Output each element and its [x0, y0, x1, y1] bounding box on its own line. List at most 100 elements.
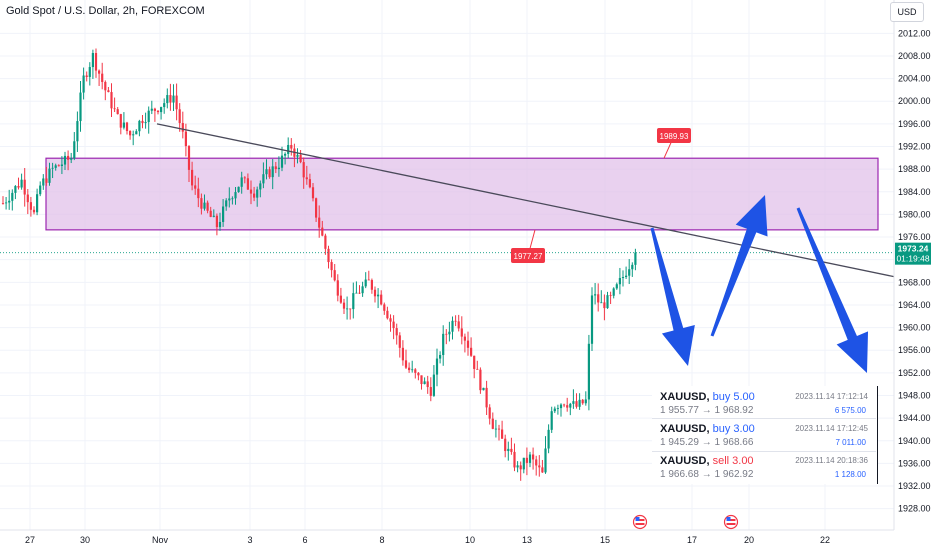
candle-body — [615, 284, 618, 289]
candle-body — [290, 144, 293, 149]
candle-body — [302, 162, 305, 178]
economic-events — [632, 514, 739, 530]
chart-title: Gold Spot / U.S. Dollar, 2h, FOREXCOM — [6, 5, 205, 17]
candle-body — [23, 179, 26, 195]
candle-body — [163, 103, 166, 108]
candle-body — [271, 166, 274, 178]
trade-symbol: XAUUSD, buy 3.00 — [660, 423, 755, 435]
candle-body — [463, 336, 466, 341]
price-tick-label: 1928.00 — [898, 504, 931, 514]
candle-body — [501, 429, 504, 439]
candle-body — [404, 360, 408, 368]
zone-rect — [45, 157, 879, 231]
zone-price-labels: 1989.93 1977.27 — [511, 128, 691, 263]
candle-body — [423, 381, 426, 385]
price-tick-label: 2004.00 — [898, 74, 931, 84]
projection-arrow — [796, 207, 869, 373]
flag-stripe — [635, 523, 645, 525]
candle-body — [98, 70, 101, 74]
candle-body — [218, 221, 222, 228]
candle-body — [42, 178, 45, 186]
trade-item[interactable]: XAUUSD, sell 3.00 1 966.68 → 1 962.92 20… — [652, 452, 876, 482]
candle-body — [110, 92, 113, 109]
divider — [652, 451, 876, 452]
trade-item[interactable]: XAUUSD, buy 5.00 1 955.77 → 1 968.92 202… — [652, 388, 876, 418]
candle-body — [181, 123, 184, 132]
price-tick-label: 2012.00 — [898, 28, 931, 38]
candle-body — [203, 202, 206, 209]
candle-body — [197, 188, 200, 199]
candle-body — [70, 158, 73, 160]
candle-body — [559, 404, 563, 409]
candle-body — [156, 110, 160, 113]
us-flag-icon — [632, 514, 648, 530]
bar-countdown-label: 01:19:48 — [896, 254, 929, 264]
candle-body — [621, 277, 625, 279]
candle-body — [522, 457, 525, 470]
candle-body — [67, 155, 70, 160]
candle-body — [60, 164, 63, 166]
candle-body — [175, 95, 178, 110]
candle-body — [240, 177, 243, 187]
candle-body — [336, 280, 339, 296]
candle-body — [265, 169, 268, 175]
candle-body — [448, 331, 451, 335]
price-tick-label: 1976.00 — [898, 232, 931, 242]
candle-body — [107, 90, 110, 93]
candle-body — [330, 262, 333, 271]
price-axis[interactable]: 1928.00 1932.00 1936.00 1940.00 1944.00 1948.… — [893, 0, 931, 530]
candle-body — [318, 217, 321, 228]
trade-symbol: XAUUSD, sell 3.00 — [660, 455, 754, 467]
candle-body — [85, 75, 88, 77]
candle-body — [262, 174, 265, 184]
trade-prices: 1 945.29 → 1 968.66 — [660, 437, 754, 448]
trendline — [156, 123, 895, 278]
candle-body — [26, 194, 29, 203]
candle-body — [169, 95, 172, 103]
candle-body — [575, 401, 578, 407]
candle-body — [420, 375, 423, 385]
currency-button[interactable]: USD — [890, 2, 924, 22]
candle-body — [504, 438, 507, 452]
candle-body — [321, 227, 324, 236]
candle-body — [457, 321, 460, 329]
candle-body — [243, 177, 246, 179]
trade-item[interactable]: XAUUSD, buy 3.00 1 945.29 → 1 968.66 202… — [652, 420, 876, 450]
candle-body — [311, 187, 315, 199]
time-axis[interactable]: 27 30 Nov 3 6 8 10 13 15 17 20 22 — [0, 529, 894, 545]
last-price-badge — [895, 242, 931, 265]
candle-body — [377, 294, 380, 297]
candle-body — [225, 200, 228, 207]
candle-body — [184, 131, 187, 147]
price-tick-label: 1996.00 — [898, 119, 931, 129]
candle-body — [76, 121, 79, 142]
price-tick-label: 1936.00 — [898, 458, 931, 468]
candle-body — [625, 275, 628, 278]
candle-body — [525, 457, 528, 463]
candle-body — [333, 270, 336, 281]
candle-body — [466, 340, 470, 348]
price-tick-label: 1968.00 — [898, 277, 931, 287]
candle-body — [73, 141, 76, 159]
candle-body — [45, 178, 48, 183]
candle-body — [550, 411, 553, 430]
candle-body — [566, 405, 569, 408]
time-tick-label: 10 — [465, 535, 475, 545]
candle-body — [191, 169, 194, 186]
candle-body — [48, 168, 51, 183]
candle-body — [352, 293, 355, 310]
flag-stripe — [726, 523, 736, 525]
candle-body — [556, 408, 559, 409]
trade-amount: 7 011.00 — [835, 438, 866, 447]
time-tick-label: 30 — [80, 535, 90, 545]
candle-body — [253, 193, 256, 198]
candle-body — [485, 387, 488, 408]
candle-body — [491, 418, 494, 429]
candle-body — [101, 73, 104, 82]
candle-body — [200, 198, 203, 209]
candle-body — [510, 448, 513, 452]
candle-body — [411, 369, 414, 371]
candle-body — [513, 451, 516, 468]
price-tick-label: 2000.00 — [898, 96, 931, 106]
